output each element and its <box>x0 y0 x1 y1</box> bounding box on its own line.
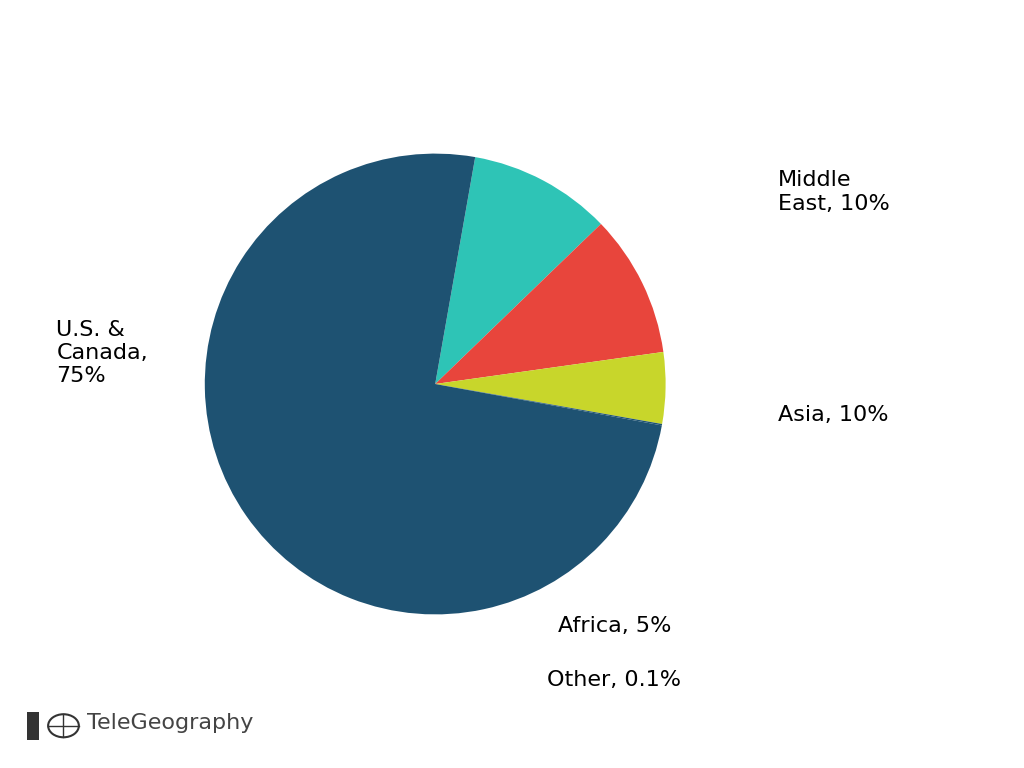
Text: Middle
East, 10%: Middle East, 10% <box>778 170 890 214</box>
Wedge shape <box>435 157 601 384</box>
Text: TeleGeography: TeleGeography <box>87 713 253 733</box>
Wedge shape <box>435 384 663 425</box>
Text: Other, 0.1%: Other, 0.1% <box>548 670 681 690</box>
Polygon shape <box>27 712 39 740</box>
Text: Africa, 5%: Africa, 5% <box>558 616 671 636</box>
Wedge shape <box>205 154 662 614</box>
Text: U.S. &
Canada,
75%: U.S. & Canada, 75% <box>56 320 147 386</box>
Wedge shape <box>435 352 666 424</box>
Text: Asia, 10%: Asia, 10% <box>778 405 889 425</box>
Wedge shape <box>435 224 664 384</box>
